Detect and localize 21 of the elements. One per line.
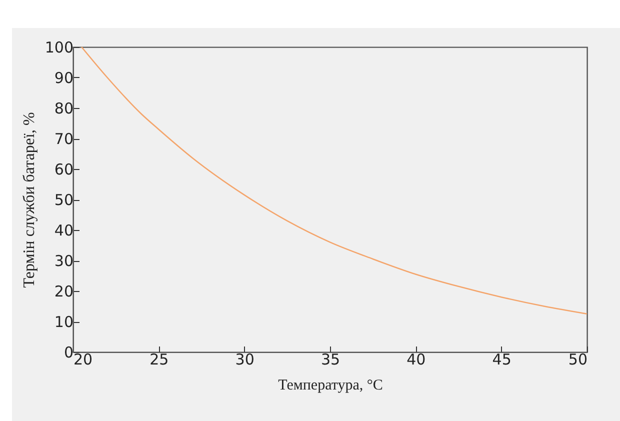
x-tick-label: 25 — [150, 350, 169, 368]
y-tick-label: 100 — [44, 38, 74, 56]
x-tick-label: 35 — [320, 350, 340, 368]
x-tick-label: 45 — [492, 350, 512, 368]
x-tick-label: 40 — [406, 350, 426, 368]
y-tick-label: 80 — [54, 100, 74, 118]
y-tick-label: 10 — [54, 313, 74, 331]
y-tick-label: 90 — [54, 69, 74, 87]
y-tick-label: 70 — [54, 130, 74, 148]
y-tick-label: 40 — [54, 222, 74, 240]
x-tick-label: 30 — [235, 350, 254, 368]
line-series — [80, 46, 588, 315]
y-tick-label: 30 — [54, 252, 74, 270]
x-axis-title: Температура, °C — [278, 378, 383, 394]
x-tick-label: 20 — [74, 350, 93, 368]
x-tick-label: 50 — [568, 350, 588, 368]
y-axis-title: Термін служби батареї, % — [20, 112, 38, 288]
y-tick-label: 0 — [64, 344, 74, 362]
y-tick-label: 20 — [54, 282, 74, 300]
y-tick-label: 60 — [54, 160, 74, 178]
y-tick-label: 50 — [54, 191, 74, 209]
